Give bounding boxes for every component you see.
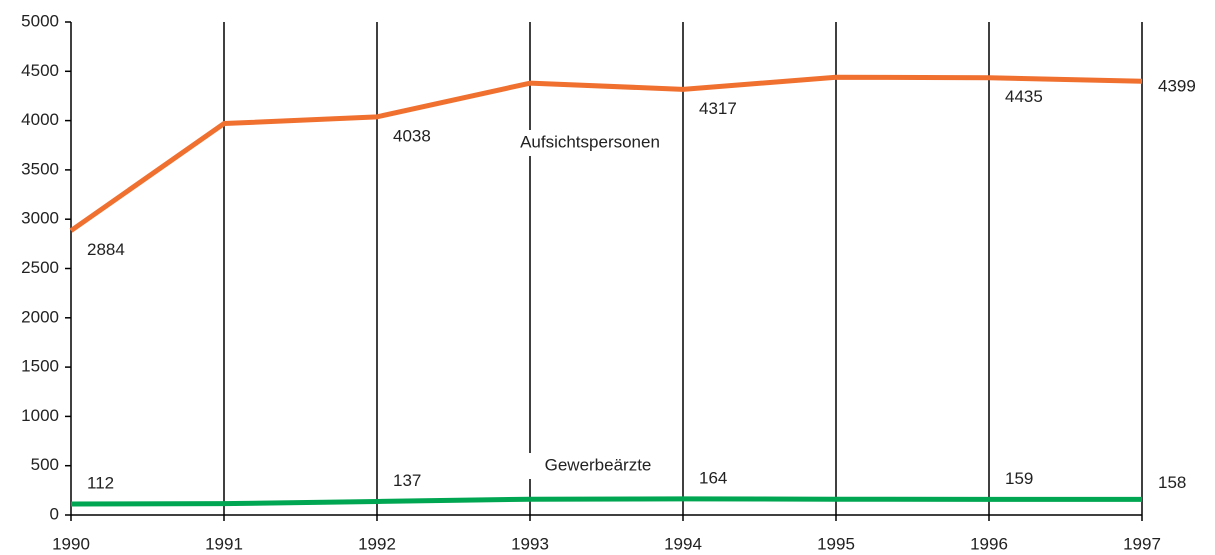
data-label: 4399 (1158, 77, 1196, 96)
y-tick-label: 3500 (21, 159, 59, 178)
data-label: 4317 (699, 99, 737, 118)
x-tick-label: 1991 (205, 534, 243, 553)
data-label: 159 (1005, 469, 1033, 488)
series-label-bg (528, 453, 668, 479)
x-tick-label: 1992 (358, 534, 396, 553)
series-label: Aufsichtspersonen (520, 132, 660, 151)
data-label: 4038 (393, 126, 431, 145)
y-tick-label: 0 (50, 504, 59, 523)
y-tick-label: 500 (31, 455, 59, 474)
x-tick-label: 1997 (1123, 534, 1161, 553)
x-tick-label: 1996 (970, 534, 1008, 553)
y-tick-label: 4000 (21, 110, 59, 129)
line (69, 74, 1143, 233)
data-label: 158 (1158, 473, 1186, 492)
y-tick-label: 4500 (21, 61, 59, 80)
data-label: 164 (699, 468, 727, 487)
y-tick-label: 5000 (21, 11, 59, 30)
y-tick-label: 2500 (21, 258, 59, 277)
data-label: 4435 (1005, 87, 1043, 106)
line (70, 496, 1143, 507)
x-tick-label: 1990 (52, 534, 90, 553)
y-tick-label: 3000 (21, 209, 59, 228)
x-tick-label: 1993 (511, 534, 549, 553)
x-tick-label: 1994 (664, 534, 702, 553)
y-tick-label: 1500 (21, 357, 59, 376)
y-tick-label: 2000 (21, 307, 59, 326)
data-label: 112 (87, 473, 114, 492)
y-tick-label: 1000 (21, 406, 59, 425)
data-label: 2884 (87, 240, 125, 259)
data-label: 137 (393, 471, 421, 490)
series-label: Gewerbeärzte (545, 455, 652, 474)
x-tick-label: 1995 (817, 534, 855, 553)
series-label-bg (500, 130, 680, 156)
